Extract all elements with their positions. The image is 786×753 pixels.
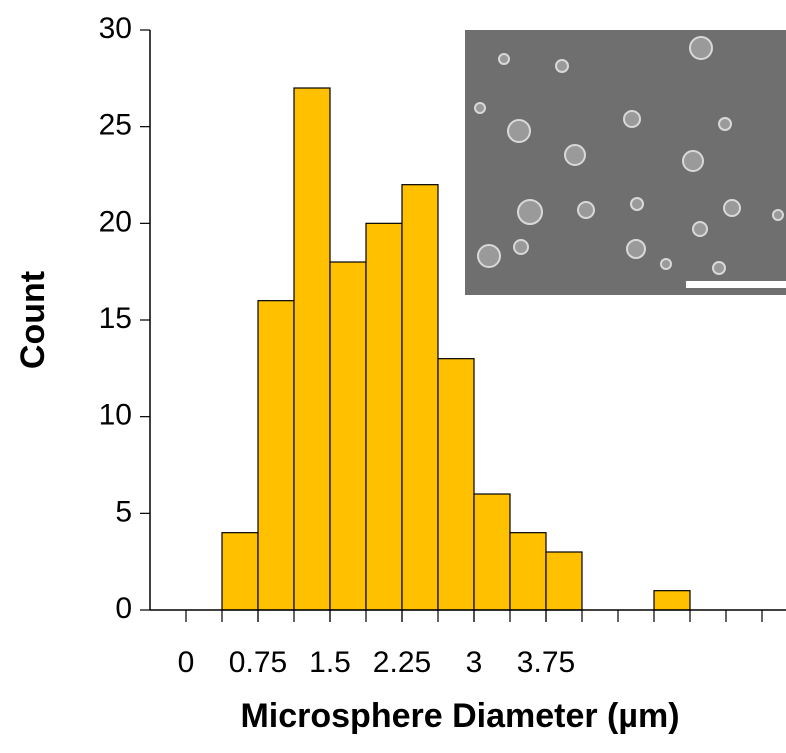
y-tick-label: 20 — [99, 205, 132, 238]
y-tick-label: 15 — [99, 302, 132, 335]
x-tick-label: 0.75 — [229, 646, 287, 679]
bar — [473, 493, 511, 611]
y-tick-label: 0 — [115, 592, 132, 625]
bar — [437, 358, 475, 611]
x-tick-label: 1.5 — [309, 646, 351, 679]
y-tick-label: 5 — [115, 495, 132, 528]
y-tick-label: 25 — [99, 109, 132, 142]
x-tick-label: 2.25 — [373, 646, 431, 679]
plot-area: 0 5 10 15 20 25 30 0 0.75 1.5 2.25 3 3.75 — [99, 12, 786, 679]
bar — [509, 532, 547, 611]
bar — [653, 590, 691, 611]
bar — [365, 222, 403, 611]
y-tick-label: 10 — [99, 399, 132, 432]
bar — [257, 300, 295, 611]
bar — [545, 551, 583, 611]
y-axis-title: Count — [14, 271, 52, 369]
bar — [329, 261, 367, 611]
bar — [221, 532, 259, 611]
bar — [293, 87, 331, 611]
x-tick-label: 3.75 — [517, 646, 575, 679]
y-tick-label: 30 — [99, 12, 132, 45]
inset-micrograph — [465, 30, 786, 295]
bar — [401, 184, 439, 611]
x-tick-label: 0 — [178, 646, 195, 679]
x-tick-label: 3 — [466, 646, 483, 679]
x-axis-title: Microsphere Diameter (µm) — [240, 697, 679, 735]
